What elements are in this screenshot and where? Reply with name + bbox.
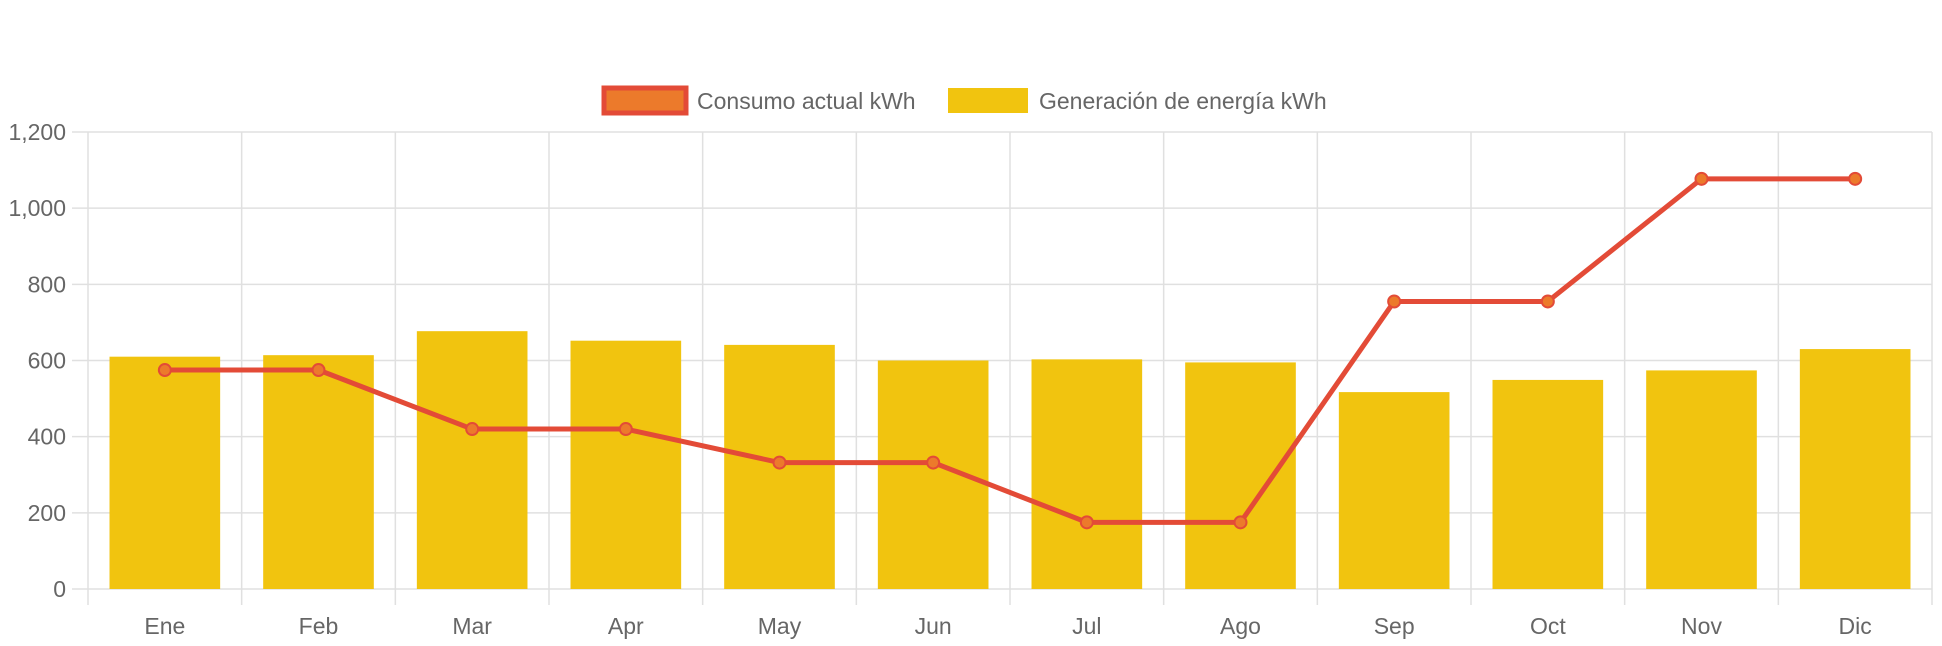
line-point-jul[interactable] [1079, 515, 1094, 530]
bar-ago[interactable] [1185, 362, 1296, 589]
legend-label-consumo: Consumo actual kWh [697, 88, 916, 114]
x-tick-label: Ene [144, 613, 185, 639]
line-point-dic[interactable] [1848, 171, 1863, 186]
consumo-line [164, 176, 1856, 525]
line-series [157, 171, 1863, 530]
bar-mar[interactable] [416, 331, 528, 589]
bar-ene[interactable] [109, 356, 221, 589]
x-tick-label: Apr [608, 613, 644, 639]
line-point-nov[interactable] [1694, 171, 1709, 186]
legend[interactable]: Consumo actual kWh Generación de energía… [601, 85, 1327, 116]
legend-item-consumo[interactable]: Consumo actual kWh [601, 85, 916, 116]
legend-item-generacion[interactable]: Generación de energía kWh [948, 88, 1327, 114]
line-point-sep[interactable] [1387, 294, 1402, 309]
x-axis: Ene Feb Mar Apr May Jun Jul Ago Sep Oct Nov Dic [144, 613, 1871, 639]
x-tick-label: Mar [452, 613, 492, 639]
y-tick-label: 800 [28, 271, 66, 297]
line-point-ene[interactable] [157, 363, 172, 378]
bar-series [109, 331, 1911, 590]
line-point-apr[interactable] [618, 422, 633, 437]
x-tick-label: Feb [299, 613, 339, 639]
bar-dic[interactable] [1799, 349, 1911, 589]
bar-jul[interactable] [1031, 359, 1143, 589]
y-tick-label: 200 [28, 500, 66, 526]
x-tick-label: Ago [1220, 613, 1261, 639]
y-tick-label: 600 [28, 348, 66, 374]
y-tick-label: 400 [28, 424, 66, 450]
legend-swatch-line [601, 85, 689, 116]
bar-apr[interactable] [570, 340, 682, 589]
grid-lines [72, 131, 1933, 605]
bar-nov[interactable] [1646, 370, 1757, 589]
bar-sep[interactable] [1338, 392, 1450, 589]
x-tick-label: Jun [915, 613, 952, 639]
line-point-jun[interactable] [926, 455, 941, 470]
x-tick-label: Jul [1072, 613, 1101, 639]
y-tick-label: 0 [53, 576, 66, 602]
legend-swatch-bar [948, 88, 1028, 113]
x-tick-label: Dic [1839, 613, 1872, 639]
y-tick-label: 1,000 [8, 195, 66, 221]
x-tick-label: Oct [1530, 613, 1566, 639]
line-point-mar[interactable] [465, 422, 480, 437]
legend-label-generacion: Generación de energía kWh [1039, 88, 1327, 114]
line-point-ago[interactable] [1233, 515, 1248, 530]
bar-feb[interactable] [263, 355, 374, 589]
line-point-may[interactable] [772, 455, 787, 470]
bar-jun[interactable] [877, 360, 989, 590]
y-axis: 0 200 400 600 800 1,000 1,200 [8, 119, 66, 602]
y-tick-label: 1,200 [8, 119, 66, 145]
x-tick-label: Sep [1374, 613, 1415, 639]
line-point-oct[interactable] [1540, 294, 1555, 309]
line-point-feb[interactable] [311, 363, 326, 378]
x-tick-label: Nov [1681, 613, 1722, 639]
bar-oct[interactable] [1492, 379, 1604, 589]
x-tick-label: May [758, 613, 802, 639]
